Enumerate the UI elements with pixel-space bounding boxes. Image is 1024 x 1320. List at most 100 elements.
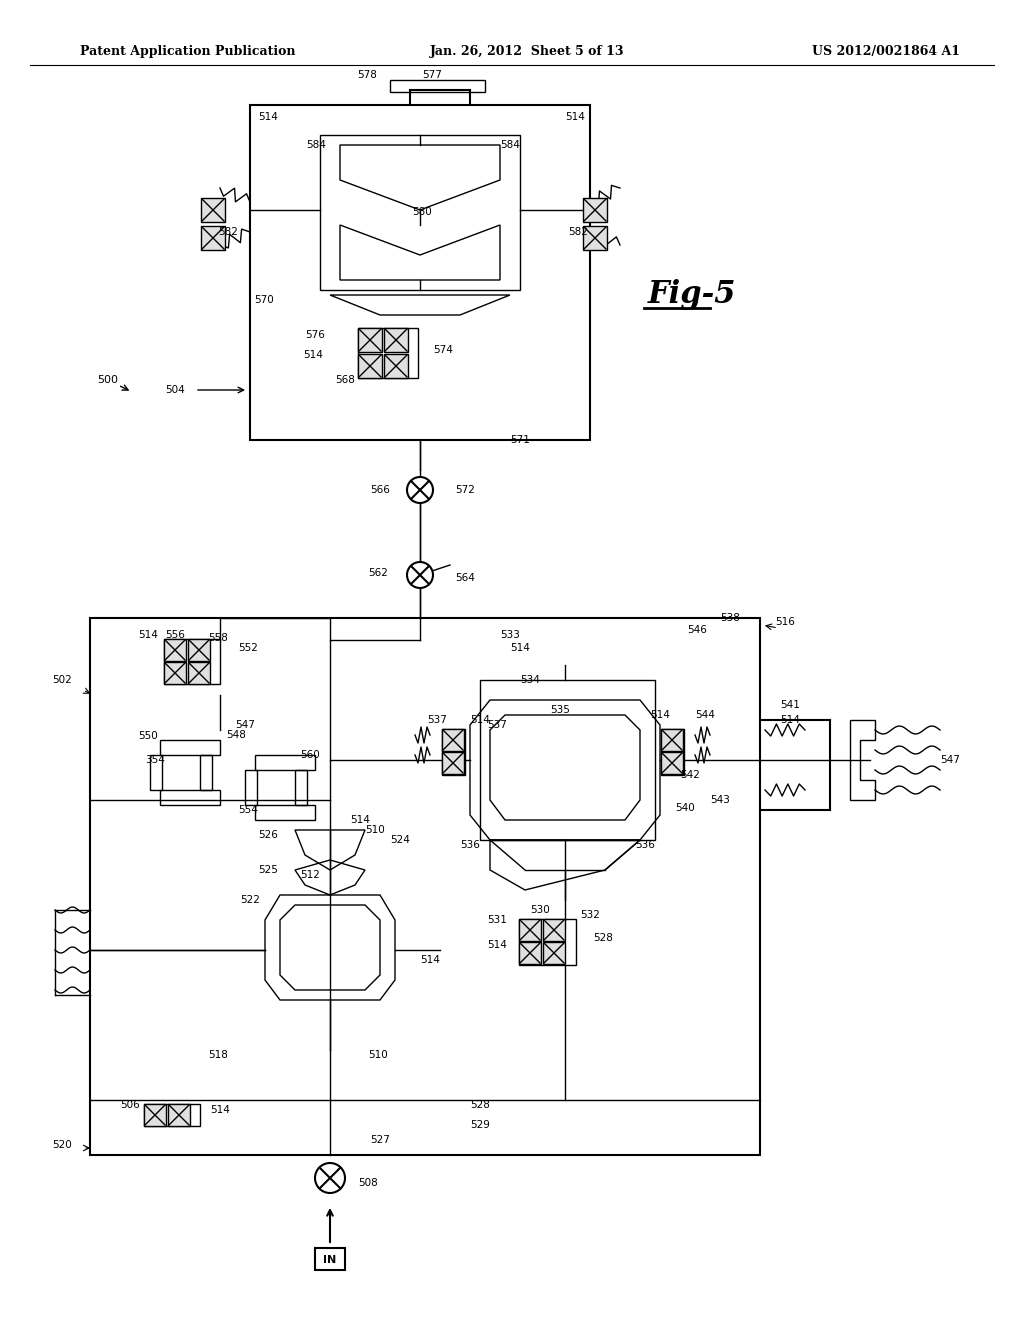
Bar (188, 639, 210, 661)
Text: 537: 537 (487, 719, 507, 730)
Bar (160, 789, 220, 805)
Text: 584: 584 (306, 140, 326, 150)
Bar (390, 81, 485, 92)
Text: 354: 354 (145, 755, 165, 766)
Bar (480, 680, 655, 840)
Text: 543: 543 (710, 795, 730, 805)
Text: 502: 502 (52, 675, 72, 685)
Text: Fig-5: Fig-5 (648, 280, 736, 310)
Text: 524: 524 (390, 836, 410, 845)
Text: Jan. 26, 2012  Sheet 5 of 13: Jan. 26, 2012 Sheet 5 of 13 (430, 45, 625, 58)
Text: 528: 528 (470, 1100, 489, 1110)
Text: 534: 534 (520, 675, 540, 685)
Text: 514: 514 (420, 954, 440, 965)
Text: 547: 547 (940, 755, 959, 766)
Text: 552: 552 (238, 643, 258, 653)
Text: 532: 532 (580, 909, 600, 920)
Text: 533: 533 (500, 630, 520, 640)
Bar (583, 198, 607, 222)
Text: 508: 508 (358, 1177, 378, 1188)
Bar (358, 327, 382, 352)
Text: 546: 546 (687, 624, 707, 635)
Text: 536: 536 (635, 840, 655, 850)
Text: 522: 522 (240, 895, 260, 906)
Text: 514: 514 (565, 112, 585, 121)
Bar (164, 639, 186, 661)
Bar (384, 354, 408, 378)
Text: 529: 529 (470, 1119, 489, 1130)
Text: 582: 582 (568, 227, 588, 238)
Bar (201, 198, 225, 222)
Text: 537: 537 (427, 715, 446, 725)
Bar (583, 226, 607, 249)
Text: 547: 547 (236, 719, 255, 730)
Text: 514: 514 (650, 710, 670, 719)
Text: 584: 584 (500, 140, 520, 150)
Bar (200, 755, 212, 789)
Bar (295, 770, 307, 805)
Text: 514: 514 (780, 715, 800, 725)
Text: Patent Application Publication: Patent Application Publication (80, 45, 296, 58)
Text: 568: 568 (335, 375, 355, 385)
Bar (150, 755, 162, 789)
Circle shape (407, 562, 433, 587)
Text: 514: 514 (510, 643, 530, 653)
Text: 518: 518 (208, 1049, 228, 1060)
Text: 564: 564 (455, 573, 475, 583)
Text: 560: 560 (300, 750, 319, 760)
Text: 525: 525 (258, 865, 278, 875)
Text: 571: 571 (510, 436, 530, 445)
Text: 544: 544 (695, 710, 715, 719)
Text: 572: 572 (455, 484, 475, 495)
Text: 535: 535 (550, 705, 570, 715)
Text: 528: 528 (593, 933, 613, 942)
Text: IN: IN (324, 1255, 337, 1265)
Text: 538: 538 (720, 612, 740, 623)
Text: 514: 514 (470, 715, 489, 725)
Text: 530: 530 (530, 906, 550, 915)
Text: 582: 582 (218, 227, 238, 238)
Bar (442, 729, 465, 775)
Text: 548: 548 (226, 730, 246, 741)
Bar (188, 663, 210, 684)
Bar (160, 741, 220, 755)
Bar (442, 752, 464, 774)
Text: 562: 562 (368, 568, 388, 578)
Text: 541: 541 (780, 700, 800, 710)
Text: 514: 514 (138, 630, 158, 640)
Bar (519, 919, 575, 965)
Text: 550: 550 (138, 731, 158, 741)
Bar (255, 755, 315, 770)
Bar (250, 106, 590, 440)
Text: 510: 510 (366, 825, 385, 836)
Bar (519, 942, 541, 964)
Text: 520: 520 (52, 1140, 72, 1150)
Text: 514: 514 (487, 940, 507, 950)
Bar (543, 942, 565, 964)
Bar (255, 805, 315, 820)
Text: 504: 504 (165, 385, 185, 395)
Circle shape (315, 1163, 345, 1193)
Text: 558: 558 (208, 634, 228, 643)
Text: 566: 566 (370, 484, 390, 495)
Text: 512: 512 (300, 870, 319, 880)
Bar (662, 752, 683, 774)
Text: 514: 514 (210, 1105, 230, 1115)
Bar (144, 1104, 200, 1126)
Bar (384, 327, 408, 352)
Text: 542: 542 (680, 770, 700, 780)
Text: 556: 556 (165, 630, 185, 640)
Text: 514: 514 (350, 814, 370, 825)
Bar (168, 1104, 190, 1126)
Text: 576: 576 (305, 330, 325, 341)
Text: US 2012/0021864 A1: US 2012/0021864 A1 (812, 45, 961, 58)
Text: 506: 506 (120, 1100, 140, 1110)
Bar (164, 663, 186, 684)
Bar (543, 919, 565, 941)
Bar (90, 618, 760, 1155)
Bar (201, 226, 225, 249)
Text: 514: 514 (303, 350, 323, 360)
Text: 577: 577 (422, 70, 442, 81)
Text: 527: 527 (370, 1135, 390, 1144)
Circle shape (407, 477, 433, 503)
